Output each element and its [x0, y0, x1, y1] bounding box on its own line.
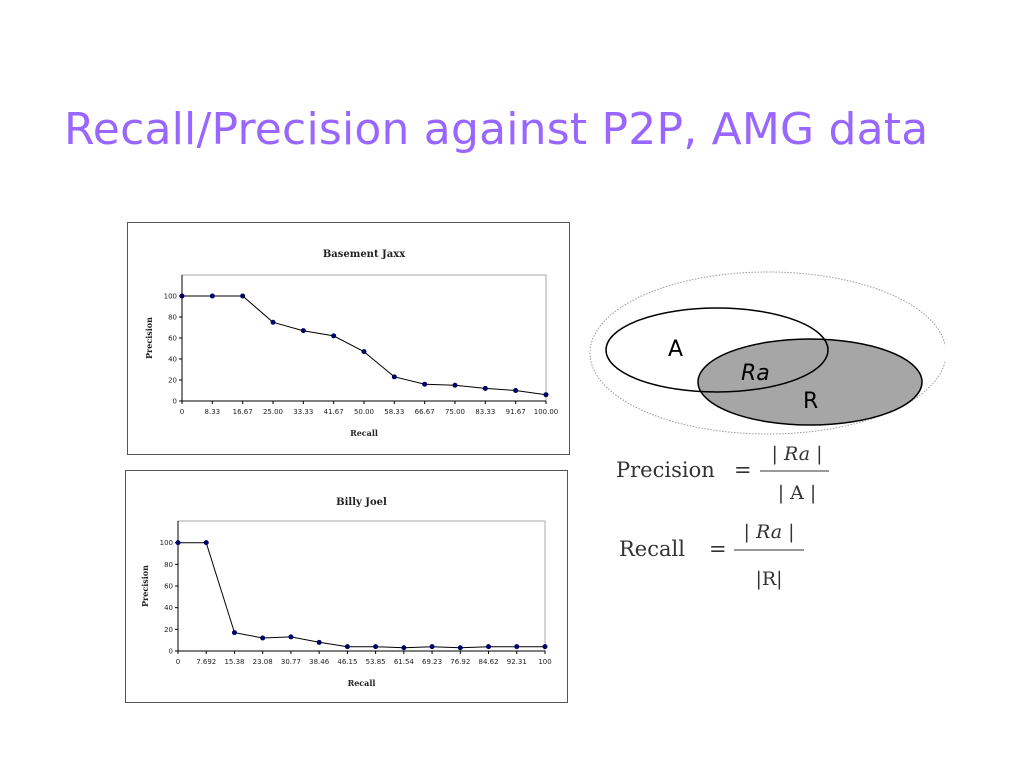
- x-tick-label: 33.33: [293, 408, 313, 416]
- y-tick-label: 60: [168, 335, 177, 343]
- universe-ellipse: [589, 271, 945, 435]
- x-axis-label: Recall: [348, 678, 376, 688]
- data-point: [179, 293, 185, 299]
- data-point: [209, 293, 215, 299]
- x-tick-label: 15.38: [224, 658, 244, 666]
- x-tick-label: 8.33: [205, 408, 221, 416]
- y-tick-label: 0: [173, 398, 177, 406]
- x-axis-label: Recall: [350, 428, 378, 438]
- y-tick-label: 100: [160, 539, 173, 547]
- x-tick-label: 100.00: [534, 408, 559, 416]
- data-point: [344, 644, 350, 650]
- set-r-ellipse: [697, 338, 923, 426]
- x-tick-label: 61.54: [394, 658, 415, 666]
- data-point: [452, 382, 458, 388]
- data-point: [482, 385, 488, 391]
- x-tick-label: 23.08: [253, 658, 273, 666]
- data-point: [543, 392, 549, 398]
- data-point: [260, 635, 266, 641]
- data-point: [422, 381, 428, 387]
- x-tick-label: 75.00: [445, 408, 465, 416]
- data-point: [542, 644, 548, 650]
- chart-basement-jaxx: Basement Jaxx 0 20 40 60 80 100 0 8.33 16.67 25.00…: [127, 222, 570, 455]
- intersection-label: Ra: [741, 361, 770, 386]
- data-point: [331, 333, 337, 339]
- y-tick-label: 40: [168, 356, 177, 364]
- data-point: [270, 319, 276, 325]
- x-tick-label: 16.67: [233, 408, 253, 416]
- x-tick-label: 38.46: [309, 658, 330, 666]
- data-point: [401, 645, 407, 651]
- data-point: [513, 388, 519, 393]
- x-tick-label: 66.67: [415, 408, 435, 416]
- y-axis-label: Precision: [140, 565, 150, 607]
- precision-formula-numerator: | Ra |: [772, 443, 823, 465]
- y-tick-label: 80: [168, 314, 177, 322]
- data-point: [361, 349, 367, 355]
- data-point: [203, 540, 209, 546]
- x-tick-label: 92.31: [507, 658, 527, 666]
- x-tick-label: 84.62: [479, 658, 499, 666]
- data-point: [457, 645, 463, 651]
- data-point: [231, 630, 237, 636]
- data-point: [514, 644, 520, 650]
- chart-billy-joel: Billy Joel 0 20 40 60 80 100 0 7.692 15.38 23.08 30…: [125, 470, 568, 703]
- set-r-label: R: [803, 389, 818, 414]
- recall-formula-lhs: Recall: [619, 537, 685, 561]
- x-tick-label: 30.77: [281, 658, 301, 666]
- data-point: [300, 328, 306, 334]
- x-tick-label: 69.23: [422, 658, 442, 666]
- data-point: [486, 644, 492, 650]
- chart-title: Basement Jaxx: [323, 249, 406, 260]
- y-tick-label: 60: [164, 583, 173, 591]
- data-point: [240, 293, 246, 299]
- recall-formula-numerator: | Ra |: [744, 521, 795, 543]
- plot-area: [181, 274, 547, 402]
- x-tick-label: 7.692: [196, 658, 216, 666]
- series-line: [182, 295, 547, 396]
- y-tick-label: 20: [168, 377, 177, 385]
- y-tick-label: 20: [164, 626, 173, 634]
- data-point: [175, 540, 181, 546]
- data-point: [373, 644, 379, 650]
- y-axis-label: Precision: [144, 317, 154, 359]
- precision-formula-denominator: | A |: [778, 482, 817, 504]
- precision-formula-lhs: Precision: [616, 458, 715, 482]
- chart-basement-jaxx-svg: Basement Jaxx 0 20 40 60 80 100 0 8.33 16.67 25.00…: [144, 249, 559, 438]
- x-tick-label: 83.33: [475, 408, 495, 416]
- x-tick-label: 46.15: [337, 658, 357, 666]
- set-a-label: A: [668, 337, 683, 362]
- set-a-ellipse: [605, 307, 829, 393]
- slide-title: Recall/Precision against P2P, AMG data: [64, 104, 929, 155]
- x-tick-label: 58.33: [384, 408, 404, 416]
- x-tick-label: 0: [180, 408, 184, 416]
- recall-formula: Recall = | Ra | |R|: [619, 521, 804, 590]
- series-line: [178, 542, 545, 649]
- x-tick-label: 91.67: [506, 408, 526, 416]
- x-tick-label: 0: [176, 658, 180, 666]
- x-tick-label: 41.67: [324, 408, 344, 416]
- y-tick-label: 100: [164, 293, 177, 301]
- data-point: [288, 634, 294, 640]
- x-tick-label: 50.00: [354, 408, 374, 416]
- x-tick-label: 100: [538, 658, 551, 666]
- data-point: [429, 644, 435, 650]
- y-tick-label: 0: [169, 648, 173, 656]
- recall-formula-equals: =: [709, 537, 727, 561]
- x-tick-label: 53.85: [366, 658, 386, 666]
- precision-formula: Precision = | Ra | | A |: [616, 443, 829, 504]
- data-point: [391, 374, 397, 380]
- recall-formula-denominator: |R|: [755, 568, 782, 590]
- y-tick-label: 80: [164, 561, 173, 569]
- precision-formula-equals: =: [734, 458, 752, 482]
- data-point: [316, 639, 322, 645]
- x-tick-label: 76.92: [450, 658, 470, 666]
- x-tick-label: 25.00: [263, 408, 283, 416]
- chart-title: Billy Joel: [336, 497, 387, 508]
- y-tick-label: 40: [164, 604, 173, 612]
- chart-billy-joel-svg: Billy Joel 0 20 40 60 80 100 0 7.692 15.38 23.08 30…: [140, 497, 552, 688]
- venn-diagram: A Ra R: [589, 271, 945, 435]
